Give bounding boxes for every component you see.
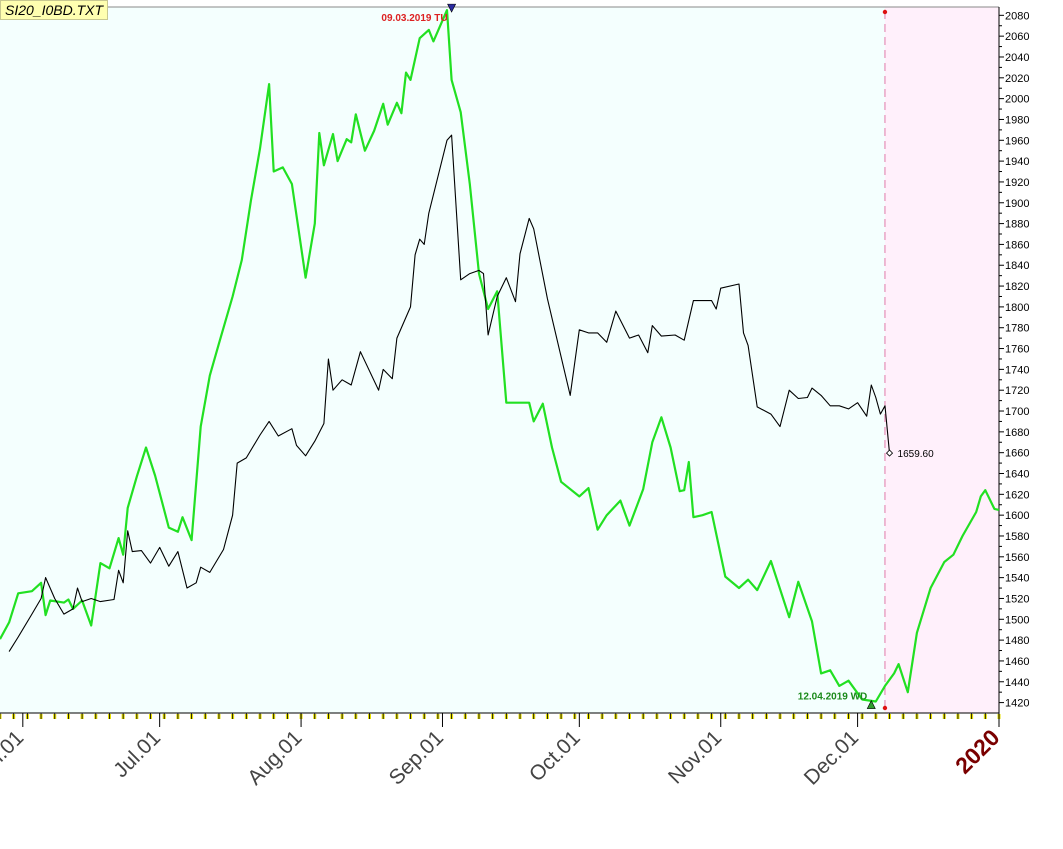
date-tick [0, 714, 2, 719]
y-tick-label: 1980 [1005, 114, 1029, 126]
y-tick-label: 1780 [1005, 323, 1029, 335]
x-axis: Jun.01 Jul.01 Aug.01 Sep.01 Oct.01 Nov.01 Dec.… [0, 713, 1005, 790]
y-tick-label: 2060 [1005, 31, 1029, 43]
chart-title: SI20_I0BD.TXT [0, 0, 109, 20]
y-tick-label: 1720 [1005, 385, 1029, 397]
y-tick-label: 1560 [1005, 552, 1029, 564]
y-tick-label: 1820 [1005, 281, 1029, 293]
date-strip [0, 714, 999, 719]
trough-label: 12.04.2019 WD [798, 692, 868, 703]
annotation-layer: 09.03.2019 TU 12.04.2019 WD 1659.60 [381, 3, 935, 711]
y-tick-label: 2020 [1005, 73, 1029, 85]
x-tick-label: Jul.01 [109, 726, 165, 782]
y-tick-label: 1520 [1005, 593, 1029, 605]
y-tick-label: 1800 [1005, 302, 1029, 314]
y-tick-label: 2000 [1005, 94, 1029, 106]
y-tick-label: 1420 [1005, 698, 1029, 710]
last-value-marker [885, 449, 894, 457]
axis-frame [0, 6, 1001, 719]
y-tick-label: 1620 [1005, 489, 1029, 501]
x-tick-label: Dec.01 [800, 726, 863, 789]
year-label: 2020 [950, 724, 1005, 779]
series-layer [0, 9, 1000, 703]
forecast-area [884, 7, 999, 713]
y-tick-label: 1840 [1005, 260, 1029, 272]
y-tick-label: 1460 [1005, 656, 1029, 668]
peak-label: 09.03.2019 TU [381, 13, 447, 24]
y-tick-label: 1900 [1005, 198, 1029, 210]
y-tick-label: 1680 [1005, 427, 1029, 439]
y-tick-label: 1480 [1005, 635, 1029, 647]
plot-background [0, 7, 999, 713]
y-tick-label: 1660 [1005, 448, 1029, 460]
y-tick-label: 2080 [1005, 10, 1029, 22]
forecast-top-dot [882, 9, 888, 15]
y-tick-label: 1740 [1005, 364, 1029, 376]
history-area [0, 7, 885, 713]
y-tick-label: 1920 [1005, 177, 1029, 189]
series-line-black [8, 134, 891, 652]
y-tick-label: 1640 [1005, 469, 1029, 481]
y-tick-label: 1440 [1005, 677, 1029, 689]
y-tick-label: 1580 [1005, 531, 1029, 543]
x-tick-label: Aug.01 [243, 726, 306, 789]
y-tick-label: 1500 [1005, 614, 1029, 626]
x-tick-label: Oct.01 [525, 726, 585, 786]
y-tick-label: 1940 [1005, 156, 1029, 168]
peak-marker [447, 3, 457, 13]
y-tick-label: 1960 [1005, 135, 1029, 147]
trough-marker [866, 699, 876, 709]
x-tick-label: Sep.01 [385, 726, 448, 789]
y-tick-label: 1860 [1005, 239, 1029, 251]
series-line-green [0, 9, 1000, 703]
y-axis: 1420 1440 1460 1480 1500 1520 1540 1560 1580 1600… [999, 10, 1029, 710]
y-tick-label: 1600 [1005, 510, 1029, 522]
y-tick-label: 1700 [1005, 406, 1029, 418]
y-tick-label: 1760 [1005, 344, 1029, 356]
y-tick-label: 2040 [1005, 52, 1029, 64]
forecast-bottom-dot [882, 705, 888, 711]
last-value-label: 1659.60 [898, 449, 935, 460]
y-tick-label: 1540 [1005, 573, 1029, 585]
x-tick-label: Jun.01 [0, 726, 28, 787]
x-tick-label: Nov.01 [664, 726, 726, 788]
y-tick-label: 1880 [1005, 219, 1029, 231]
